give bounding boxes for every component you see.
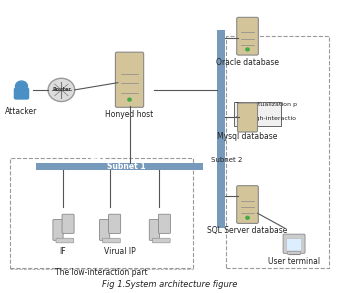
Text: NAT: NAT xyxy=(89,155,106,164)
FancyBboxPatch shape xyxy=(99,219,110,240)
FancyBboxPatch shape xyxy=(152,238,170,243)
FancyBboxPatch shape xyxy=(283,234,305,253)
FancyBboxPatch shape xyxy=(115,52,144,107)
Text: Virual IP: Virual IP xyxy=(104,247,135,255)
Text: Honyed host: Honyed host xyxy=(105,110,154,119)
Text: Subnet 2: Subnet 2 xyxy=(211,156,242,163)
Text: The virtualization p: The virtualization p xyxy=(236,103,297,108)
FancyBboxPatch shape xyxy=(158,214,171,234)
FancyBboxPatch shape xyxy=(237,186,258,223)
Text: Attacker: Attacker xyxy=(5,107,38,116)
FancyBboxPatch shape xyxy=(109,214,121,234)
FancyBboxPatch shape xyxy=(234,101,281,126)
FancyBboxPatch shape xyxy=(149,219,159,240)
Circle shape xyxy=(128,98,131,101)
Text: Oracle database: Oracle database xyxy=(216,58,279,67)
Circle shape xyxy=(16,81,28,91)
FancyBboxPatch shape xyxy=(53,219,63,240)
Text: The low-interaction part: The low-interaction part xyxy=(55,268,148,277)
Text: Mysql database: Mysql database xyxy=(217,132,278,141)
Circle shape xyxy=(246,216,249,219)
Text: User terminal: User terminal xyxy=(268,257,320,266)
Text: Subnet 1: Subnet 1 xyxy=(107,162,146,171)
Text: Router: Router xyxy=(52,87,71,92)
FancyBboxPatch shape xyxy=(237,17,258,55)
FancyBboxPatch shape xyxy=(287,251,301,254)
Text: Fig 1.System architecture figure: Fig 1.System architecture figure xyxy=(102,280,237,289)
Text: IF: IF xyxy=(60,247,66,255)
Circle shape xyxy=(246,48,249,51)
FancyBboxPatch shape xyxy=(14,88,29,99)
Text: SQL Server database: SQL Server database xyxy=(207,226,288,235)
FancyBboxPatch shape xyxy=(238,103,257,132)
FancyBboxPatch shape xyxy=(102,238,120,243)
FancyBboxPatch shape xyxy=(217,30,225,228)
FancyBboxPatch shape xyxy=(62,214,74,234)
Text: The high-interactio: The high-interactio xyxy=(236,116,296,121)
FancyBboxPatch shape xyxy=(56,238,74,243)
FancyBboxPatch shape xyxy=(286,239,302,251)
FancyBboxPatch shape xyxy=(36,163,203,170)
Circle shape xyxy=(48,78,75,101)
